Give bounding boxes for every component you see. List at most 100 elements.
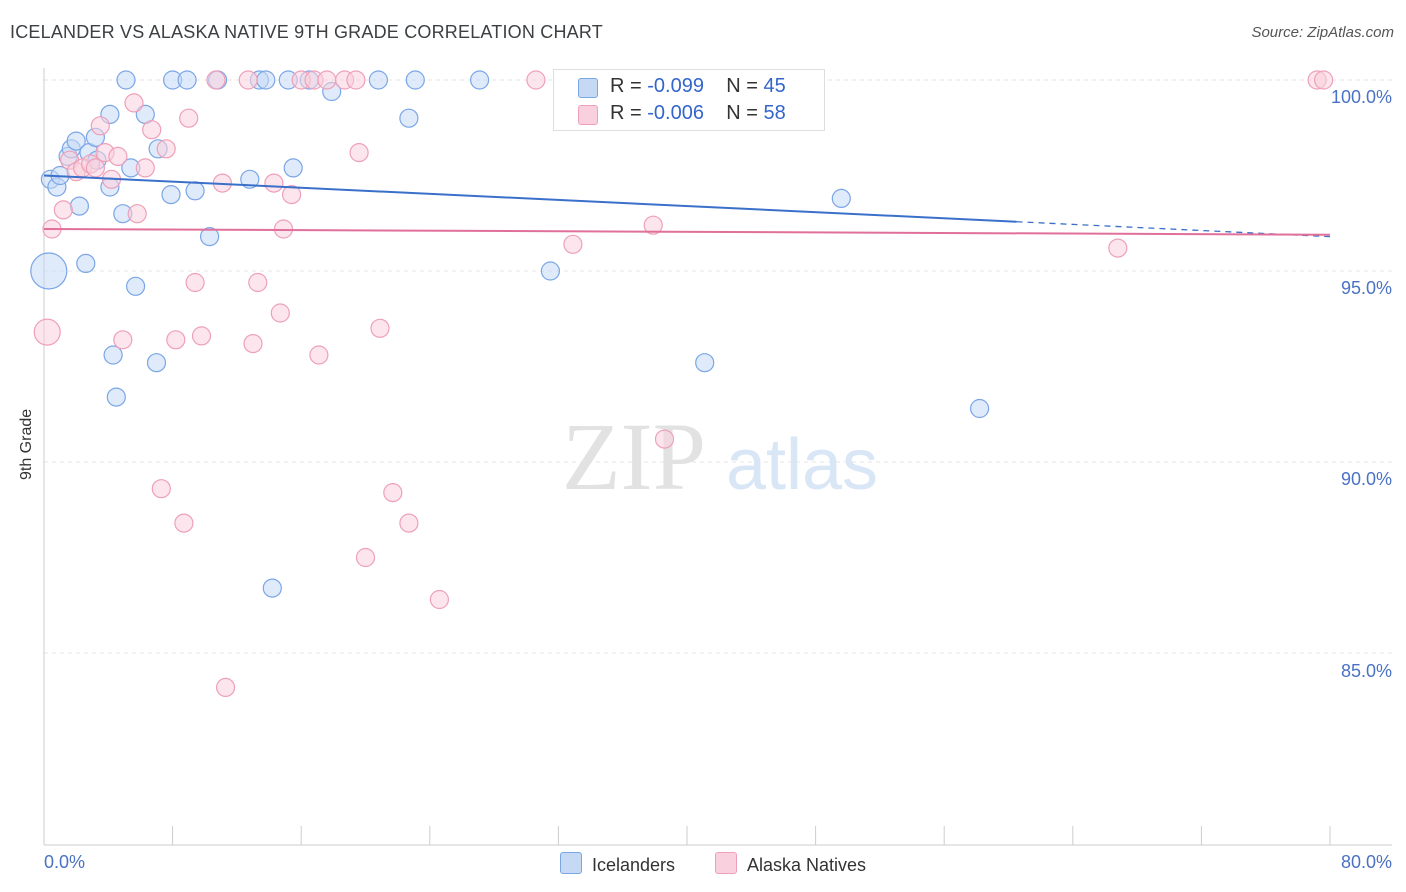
alaska-natives-point [346, 70, 366, 90]
r-value: -0.006 [647, 102, 704, 124]
alaska-natives-point [135, 158, 155, 178]
icelanders-point [185, 181, 205, 201]
alaska-natives-point [243, 334, 263, 354]
icelanders-point [126, 276, 146, 296]
icelanders-point [831, 188, 851, 208]
legend-swatch [715, 852, 737, 874]
alaska-natives-point [248, 272, 268, 293]
alaska-natives-point [643, 215, 663, 235]
icelanders-point [66, 131, 86, 151]
icelanders-point [103, 345, 123, 365]
alaska-natives-point [216, 677, 236, 698]
icelanders-point [240, 169, 260, 189]
icelanders-point [405, 70, 425, 90]
n-value: 58 [763, 102, 786, 124]
icelanders-point [969, 398, 990, 419]
legend-swatch [578, 105, 598, 125]
alaska-natives-point [53, 200, 73, 220]
icelanders-point [256, 70, 276, 90]
watermark: ZIP atlas [562, 403, 878, 510]
grid-lines [44, 79, 1392, 654]
y-tick-label: 95.0% [1340, 278, 1392, 298]
icelanders-point [106, 387, 126, 407]
alaska-natives-point [113, 330, 133, 350]
icelanders-point [540, 261, 561, 281]
alaska-natives-point [1108, 238, 1128, 258]
alaska-natives-point [282, 185, 302, 205]
alaska-natives-point [33, 318, 61, 346]
icelanders-point [695, 353, 715, 373]
alaska-natives-point [127, 204, 147, 224]
icelanders-point [200, 227, 220, 247]
legend-label: Icelanders [592, 855, 676, 875]
n-value: 45 [763, 75, 786, 97]
y-tick-label: 85.0% [1340, 661, 1392, 681]
source-label: Source: ZipAtlas.com [1251, 24, 1394, 41]
icelanders-point [177, 70, 197, 90]
data-points [30, 70, 1334, 698]
r-label: R = [610, 102, 642, 124]
alaska-natives-point [429, 589, 449, 610]
icelanders-point [146, 353, 167, 373]
legend-item-icelanders: Icelanders [560, 852, 675, 876]
alaska-natives-point [191, 326, 212, 346]
alaska-natives-point [142, 120, 162, 140]
alaska-natives-point [355, 547, 376, 568]
icelanders-point [76, 253, 96, 273]
legend-item-alaska-natives: Alaska Natives [715, 852, 866, 876]
alaska-natives-point [654, 429, 675, 449]
alaska-natives-point [156, 139, 176, 159]
legend-swatch [560, 852, 582, 874]
alaska-natives-point [264, 173, 284, 193]
alaska-natives-point [238, 70, 258, 90]
alaska-natives-point [85, 158, 106, 178]
alaska-natives-point [151, 479, 171, 499]
alaska-natives-point [309, 345, 329, 365]
icelanders-point [399, 108, 419, 128]
icelanders-trend-line [43, 174, 1017, 223]
r-value: -0.099 [647, 75, 704, 97]
y-tick-label: 90.0% [1340, 469, 1392, 489]
alaska-natives-point [349, 143, 369, 163]
n-label: N = [726, 102, 758, 124]
x-max-label: 80.0% [1340, 852, 1392, 872]
alaska-natives-point [185, 272, 205, 293]
icelanders-point [161, 185, 181, 205]
alaska-natives-point [526, 70, 546, 90]
axes [43, 68, 1392, 846]
icelanders-trend-extension [1016, 221, 1331, 238]
alaska-natives-point [270, 303, 290, 323]
stats-legend: R = -0.099 N = 45 R = -0.006 N = 58 [553, 69, 825, 131]
icelanders-point [262, 578, 282, 598]
alaska-natives-point [90, 116, 110, 136]
y-tick-label: 100.0% [1330, 87, 1392, 107]
alaska-natives-point [399, 513, 419, 533]
legend-label: Alaska Natives [747, 855, 867, 875]
icelanders-point [283, 158, 303, 178]
y-axis-label: 9th Grade [18, 408, 35, 480]
watermark-atlas: atlas [726, 425, 878, 505]
icelanders-point [470, 70, 490, 90]
alaska-natives-point [166, 330, 186, 350]
icelanders-point [116, 70, 136, 90]
n-label: N = [726, 75, 758, 97]
legend-swatch [578, 78, 598, 98]
alaska-natives-point [273, 219, 294, 239]
alaska-natives-trend-line [43, 227, 1331, 236]
r-label: R = [610, 75, 642, 97]
alaska-natives-point [1313, 70, 1334, 90]
trend-lines [43, 174, 1331, 238]
chart-title: ICELANDER VS ALASKA NATIVE 9TH GRADE COR… [10, 22, 603, 42]
alaska-natives-point [108, 146, 128, 166]
alaska-natives-point [563, 234, 583, 254]
alaska-natives-point [317, 70, 337, 90]
icelanders-point [69, 196, 90, 216]
alaska-natives-point [124, 93, 144, 113]
alaska-natives-point [206, 70, 226, 90]
x-min-label: 0.0% [44, 852, 86, 872]
icelanders-point [30, 252, 68, 290]
watermark-zip: ZIP [562, 403, 706, 510]
alaska-natives-point [370, 318, 390, 338]
icelanders-point [368, 70, 388, 90]
